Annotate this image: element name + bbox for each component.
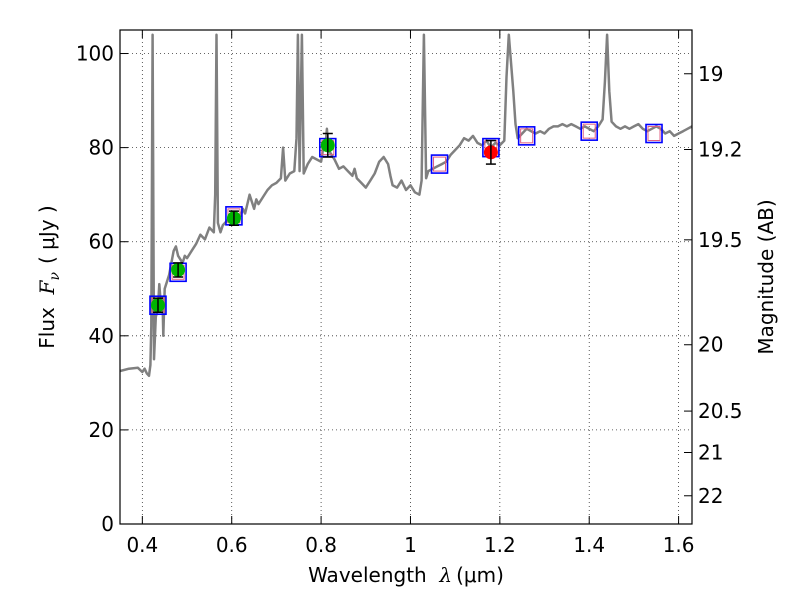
y-axis-label: Flux Fν ( μJy )	[35, 205, 63, 348]
y-tick-label: 40	[89, 324, 114, 348]
model-box-inner	[582, 123, 596, 139]
y-tick-label: 100	[76, 42, 114, 66]
x-tick-label: 0.4	[126, 533, 158, 557]
y-tick-label: 20	[89, 418, 114, 442]
x-axis-label-unit: (μm)	[456, 563, 504, 587]
ticks: 0.4 0.6 0.8 1 1.2 1.4 1.6 0 20 40 60 80 100 19 19.2 19.…	[76, 30, 743, 557]
x-axis-label-prefix: Wavelength	[308, 563, 439, 587]
y2-tick-label: 19.2	[698, 138, 743, 162]
grid	[120, 30, 692, 524]
x-tick-label: 1.6	[663, 533, 695, 557]
x-axis-label-symbol: λ	[438, 563, 452, 587]
x-tick-label: 1	[404, 533, 417, 557]
spectrum-layer	[120, 33, 692, 378]
plot-frame	[119, 29, 693, 525]
y2-tick-label: 20.5	[698, 399, 743, 423]
model-box	[580, 121, 599, 141]
y2-tick-label: 19.5	[698, 228, 743, 252]
x-tick-label: 0.8	[305, 533, 337, 557]
model-box-inner	[520, 128, 534, 144]
y2-axis-label: Magnitude (AB)	[754, 199, 778, 354]
y2-tick-label: 21	[698, 440, 723, 464]
x-tick-label: 1.2	[484, 533, 516, 557]
y2-tick-label: 20	[698, 333, 723, 357]
y-tick-label: 80	[89, 136, 114, 160]
y-tick-label: 0	[101, 512, 114, 536]
model-box-inner	[433, 156, 447, 172]
y-axis-label-subscript: ν	[47, 272, 63, 281]
y-axis-label-prefix: Flux	[35, 294, 59, 348]
model-box	[430, 154, 449, 174]
x-tick-label: 1.4	[573, 533, 605, 557]
y-axis-label-unit: ( μJy )	[35, 205, 59, 264]
model-box	[149, 295, 167, 316]
points-layer	[149, 121, 663, 316]
y-axis-label-symbol: F	[35, 279, 59, 295]
model-box	[517, 126, 536, 146]
model-box-inner	[647, 126, 661, 142]
x-axis-label: Wavelength λ (μm)	[308, 563, 504, 587]
model-box	[645, 123, 663, 144]
x-tick-label: 0.6	[216, 533, 248, 557]
y2-tick-label: 22	[698, 484, 723, 508]
y-tick-label: 60	[89, 230, 114, 254]
spectrum-line	[120, 33, 692, 378]
y2-tick-label: 19	[698, 62, 723, 86]
